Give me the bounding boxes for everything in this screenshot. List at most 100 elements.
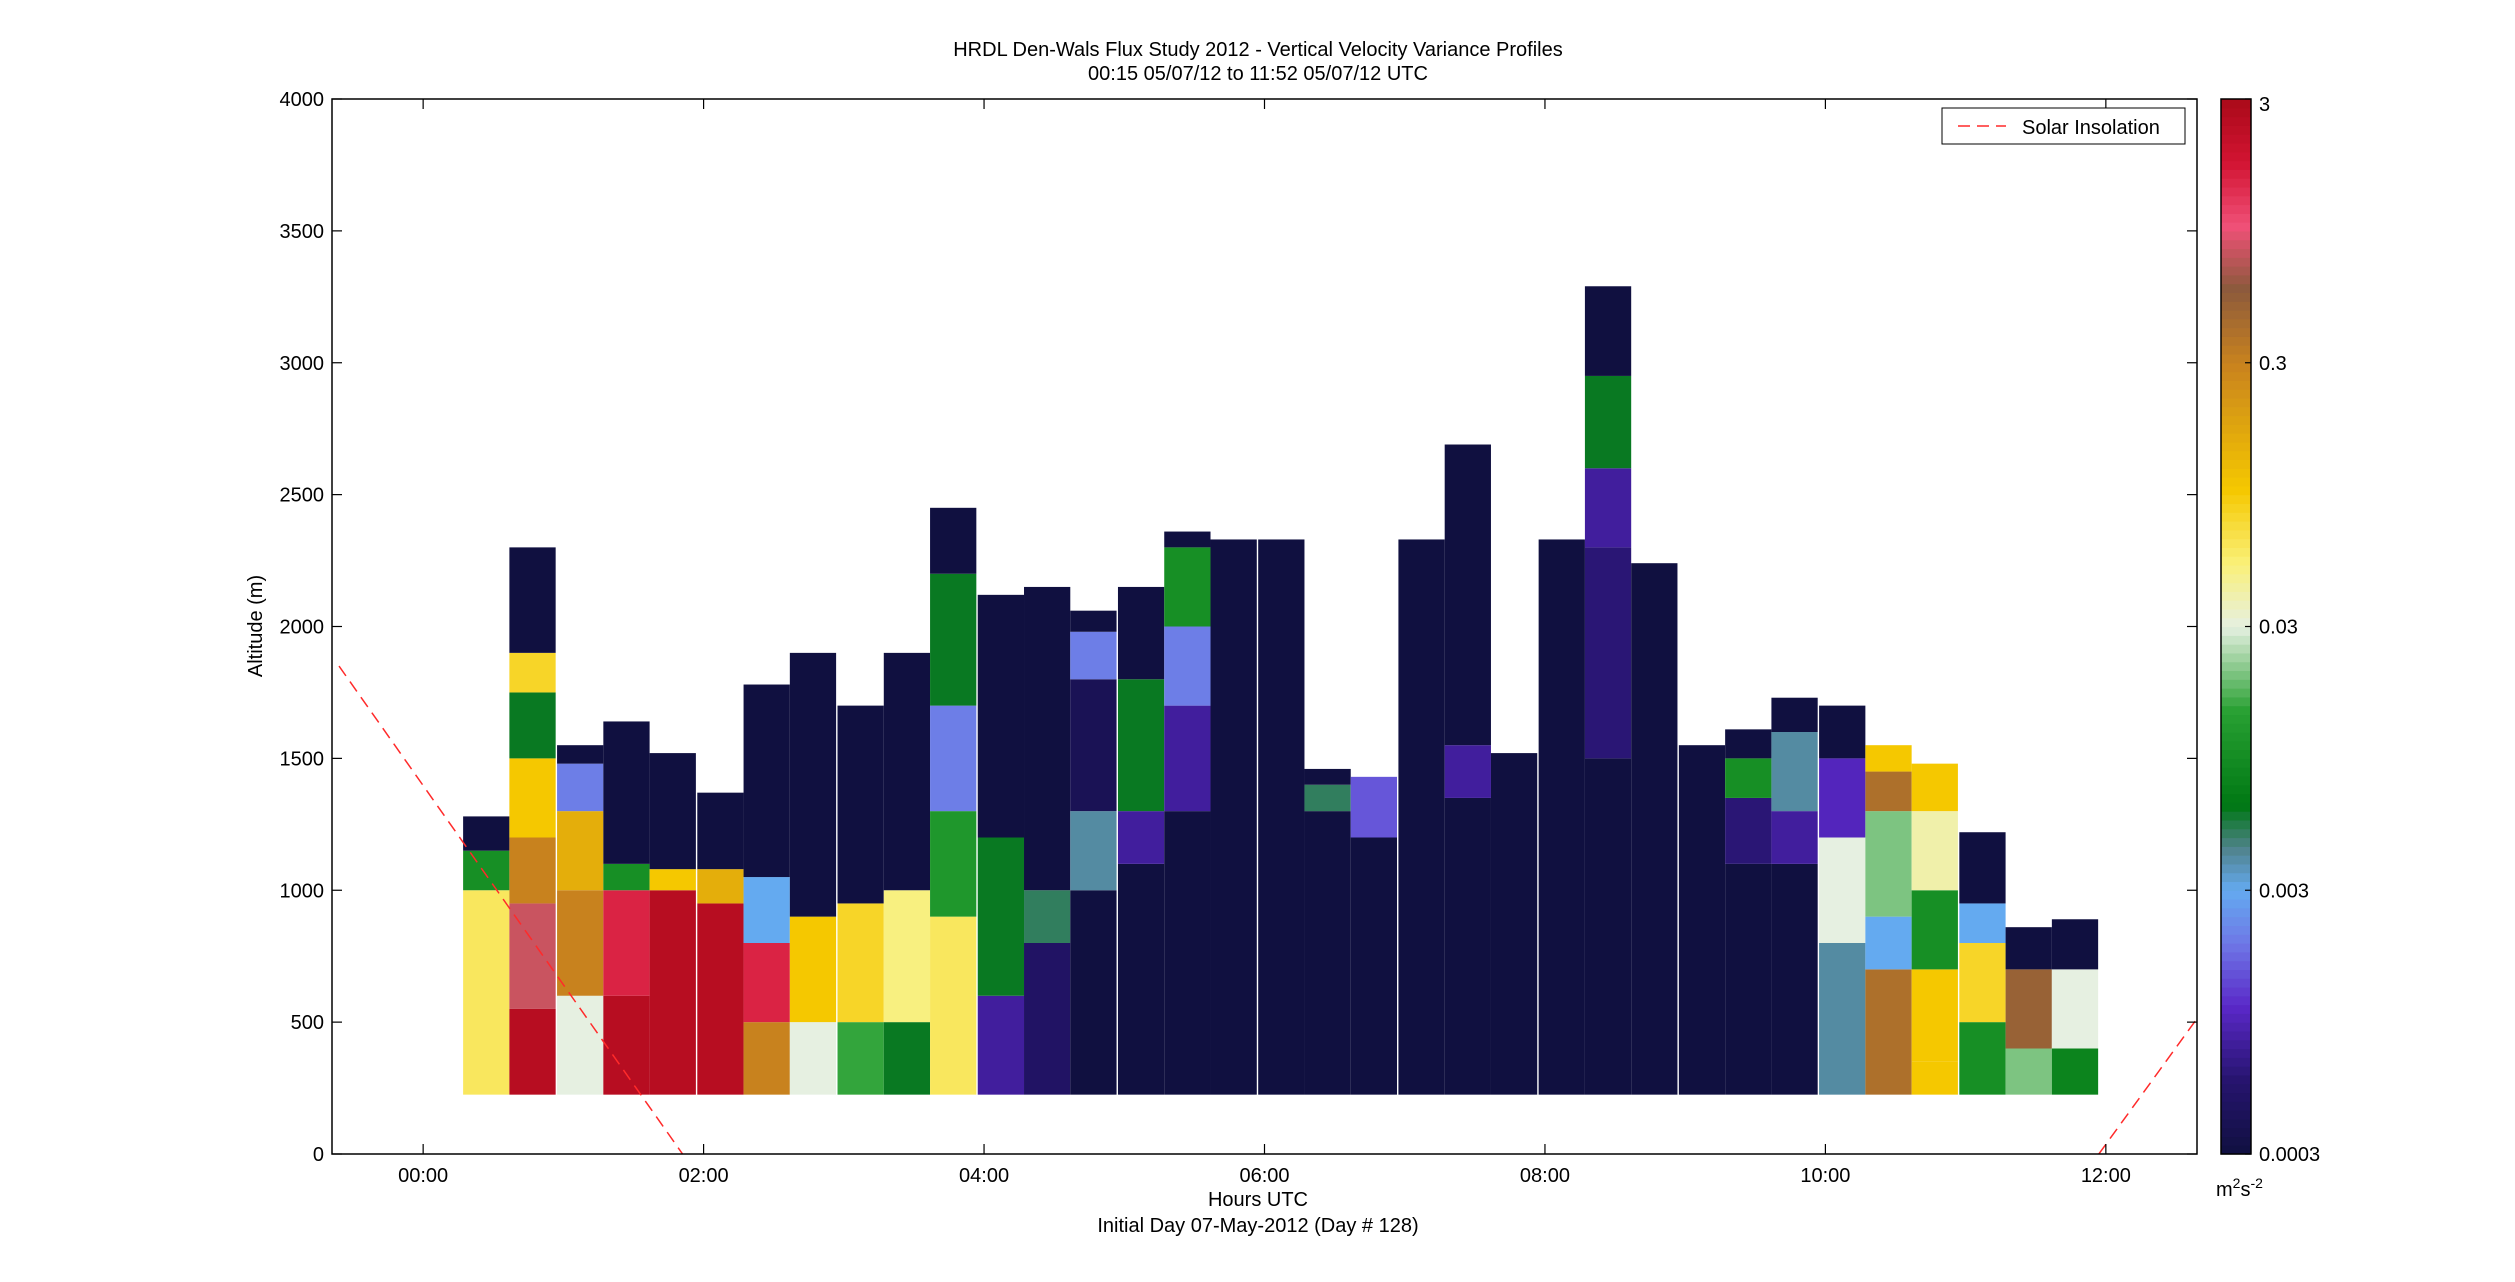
profile-21-band-2 bbox=[1444, 444, 1491, 746]
y-tick-label-4: 2000 bbox=[280, 617, 325, 639]
colorbar-segment-63 bbox=[2221, 591, 2251, 601]
colorbar-segment-48 bbox=[2221, 723, 2251, 733]
colorbar-segment-40 bbox=[2221, 793, 2251, 803]
colorbar-segment-72 bbox=[2221, 512, 2251, 522]
profile-13-band-0 bbox=[1070, 890, 1117, 1095]
colorbar-segment-95 bbox=[2221, 310, 2251, 320]
colorbar-segment-93 bbox=[2221, 327, 2251, 337]
colorbar-segment-118 bbox=[2221, 107, 2251, 118]
profile-11-band-1 bbox=[977, 837, 1025, 996]
profile-32-band-1 bbox=[1959, 943, 2006, 1023]
colorbar-tick-label-4: 3 bbox=[2259, 94, 2270, 116]
solar-insolation-series bbox=[338, 665, 2197, 1154]
colorbar-segment-2 bbox=[2221, 1127, 2251, 1138]
colorbar-segment-73 bbox=[2221, 503, 2251, 513]
profile-21-band-1 bbox=[1444, 745, 1491, 798]
profile-9-band-0 bbox=[883, 1022, 931, 1095]
colorbar-segment-30 bbox=[2221, 881, 2251, 891]
colorbar-segment-28 bbox=[2221, 899, 2251, 909]
colorbar-segment-99 bbox=[2221, 274, 2251, 285]
colorbar-segment-55 bbox=[2221, 661, 2251, 672]
colorbar-segment-59 bbox=[2221, 626, 2251, 636]
colorbar-segment-97 bbox=[2221, 292, 2251, 302]
colorbar bbox=[2221, 99, 2251, 1155]
profile-31-band-4 bbox=[1911, 763, 1958, 812]
profile-3-band-0 bbox=[603, 995, 650, 1095]
profile-18-band-0 bbox=[1304, 811, 1351, 1095]
colorbar-segment-112 bbox=[2221, 160, 2251, 170]
colorbar-segment-44 bbox=[2221, 758, 2251, 768]
profile-14-band-2 bbox=[1117, 679, 1165, 812]
profile-2-band-1 bbox=[557, 890, 604, 996]
profile-20-band-0 bbox=[1398, 539, 1445, 1095]
colorbar-segment-54 bbox=[2221, 670, 2251, 680]
colorbar-segment-7 bbox=[2221, 1083, 2251, 1094]
profile-2-band-2 bbox=[557, 811, 604, 891]
profile-7-band-1 bbox=[789, 916, 837, 1023]
variance-profiles bbox=[463, 286, 2099, 1095]
profile-31-band-0 bbox=[1911, 1061, 1958, 1095]
colorbar-tick-label-0: 0.0003 bbox=[2259, 1144, 2320, 1166]
profile-24-band-3 bbox=[1584, 375, 1632, 469]
colorbar-segment-31 bbox=[2221, 872, 2251, 883]
profile-12-band-0 bbox=[1024, 943, 1071, 1095]
profile-11-band-2 bbox=[977, 594, 1025, 838]
colorbar-segment-75 bbox=[2221, 485, 2251, 496]
profile-21-band-0 bbox=[1444, 797, 1491, 1095]
profile-31-band-1 bbox=[1911, 969, 1958, 1062]
profile-2-band-3 bbox=[557, 763, 604, 812]
profile-34-band-0 bbox=[2051, 1048, 2099, 1095]
x-axis: 00:00 02:00 04:00 06:00 08:00 10:00 12:00 bbox=[398, 99, 2131, 1187]
colorbar-segment-14 bbox=[2221, 1022, 2251, 1032]
colorbar-segment-20 bbox=[2221, 969, 2251, 979]
colorbar-segment-66 bbox=[2221, 564, 2251, 575]
profile-27-band-1 bbox=[1725, 797, 1772, 864]
colorbar-segment-80 bbox=[2221, 441, 2251, 452]
colorbar-segment-100 bbox=[2221, 266, 2251, 276]
colorbar-segment-49 bbox=[2221, 714, 2251, 724]
colorbar-segment-90 bbox=[2221, 353, 2251, 364]
profile-33-band-2 bbox=[2005, 927, 2052, 970]
profile-32-band-3 bbox=[1959, 832, 2006, 904]
colorbar-segment-11 bbox=[2221, 1048, 2251, 1058]
profile-29-band-2 bbox=[1819, 758, 1866, 838]
profile-16-band-0 bbox=[1210, 539, 1257, 1095]
colorbar-segment-19 bbox=[2221, 978, 2251, 988]
y-tick-label-2: 1000 bbox=[280, 880, 325, 902]
y-tick-label-1: 500 bbox=[291, 1012, 324, 1034]
y-tick-label-3: 1500 bbox=[280, 748, 325, 770]
x-axis-label: Hours UTC bbox=[1208, 1189, 1308, 1211]
y-axis: 0 500 1000 1500 2000 2500 3000 3500 4000 bbox=[280, 89, 2197, 1166]
profile-30-band-0 bbox=[1865, 969, 1912, 1095]
profile-13-band-2 bbox=[1070, 679, 1117, 812]
y-tick-label-6: 3000 bbox=[280, 353, 325, 375]
profile-10-band-0 bbox=[930, 916, 977, 1095]
profile-34-band-2 bbox=[2051, 919, 2099, 970]
colorbar-segment-116 bbox=[2221, 125, 2251, 135]
colorbar-segment-111 bbox=[2221, 169, 2251, 179]
legend-label-solar: Solar Insolation bbox=[2022, 117, 2160, 139]
colorbar-segment-79 bbox=[2221, 450, 2251, 461]
colorbar-segment-15 bbox=[2221, 1013, 2251, 1023]
profile-5-band-2 bbox=[697, 792, 744, 870]
profile-30-band-1 bbox=[1865, 916, 1912, 970]
profile-32-band-0 bbox=[1959, 1022, 2006, 1095]
colorbar-segment-96 bbox=[2221, 301, 2251, 311]
colorbar-segment-70 bbox=[2221, 529, 2251, 540]
colorbar-segment-85 bbox=[2221, 397, 2251, 408]
colorbar-segment-113 bbox=[2221, 151, 2251, 162]
colorbar-tick-label-3: 0.3 bbox=[2259, 353, 2287, 375]
colorbar-segment-36 bbox=[2221, 828, 2251, 839]
profile-0-band-0 bbox=[463, 890, 510, 1095]
y-tick-label-7: 3500 bbox=[280, 221, 325, 243]
chart-title: HRDL Den-Wals Flux Study 2012 - Vertical… bbox=[953, 39, 1563, 61]
colorbar-segment-84 bbox=[2221, 406, 2251, 417]
profile-15-band-1 bbox=[1164, 705, 1211, 812]
profile-22-band-0 bbox=[1490, 753, 1538, 1095]
profile-23-band-0 bbox=[1538, 539, 1585, 1095]
colorbar-segment-101 bbox=[2221, 257, 2251, 267]
colorbar-segment-103 bbox=[2221, 239, 2251, 250]
profile-10-band-1 bbox=[930, 811, 977, 917]
profile-0-band-2 bbox=[463, 816, 510, 851]
